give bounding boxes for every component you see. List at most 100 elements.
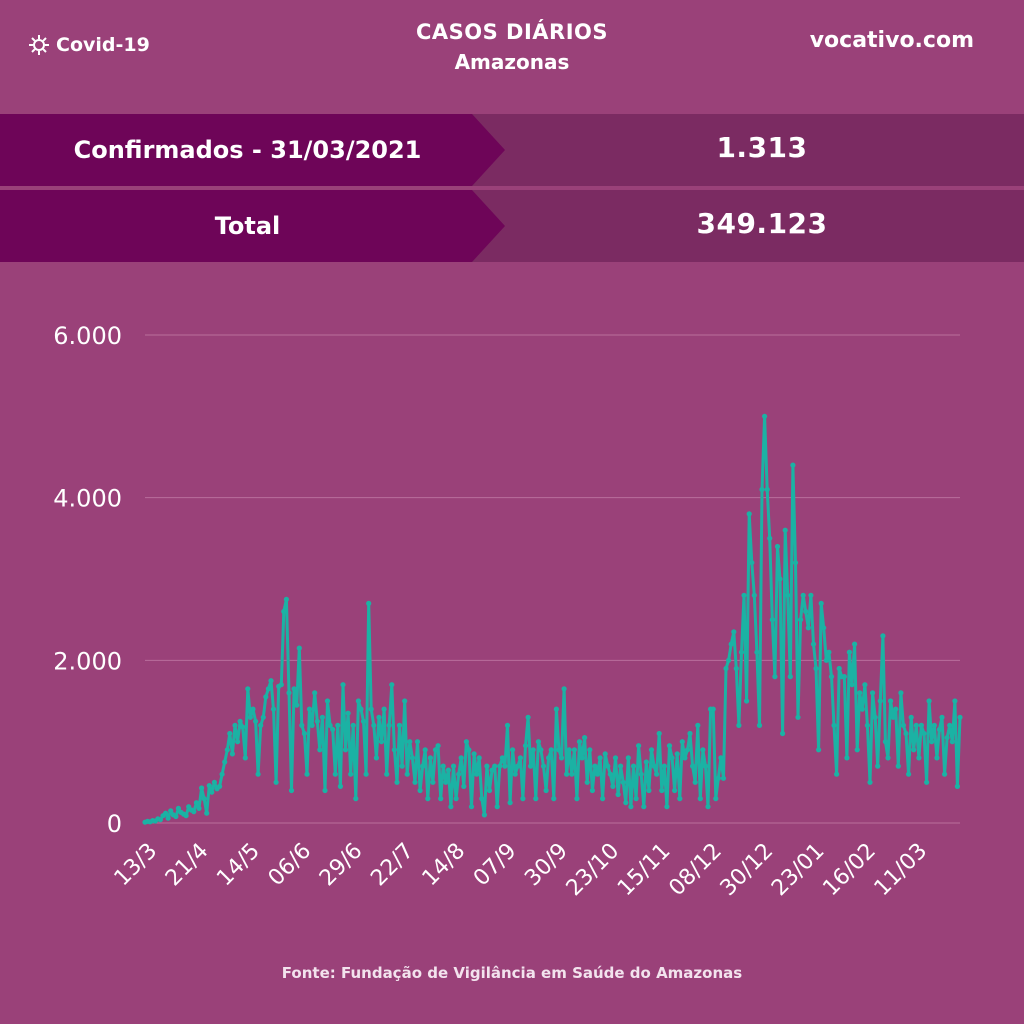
data-point bbox=[571, 747, 578, 753]
data-point bbox=[242, 755, 248, 761]
data-point bbox=[885, 755, 891, 761]
data-point bbox=[952, 698, 958, 704]
data-point bbox=[206, 783, 212, 789]
data-point bbox=[301, 730, 307, 737]
data-point bbox=[684, 747, 691, 753]
data-point bbox=[767, 535, 773, 541]
data-point bbox=[366, 600, 372, 606]
confirmed-label: Confirmados - 31/03/2021 bbox=[73, 136, 422, 164]
data-point bbox=[630, 763, 637, 769]
data-point bbox=[391, 747, 397, 753]
data-point bbox=[263, 694, 269, 700]
data-point bbox=[229, 751, 235, 757]
data-point bbox=[353, 796, 359, 802]
data-point bbox=[744, 698, 750, 704]
data-point bbox=[602, 751, 608, 757]
x-tick-label: 29/6 bbox=[315, 839, 368, 892]
data-point bbox=[535, 739, 542, 745]
data-point bbox=[651, 763, 657, 769]
data-point bbox=[939, 714, 945, 720]
data-point bbox=[335, 722, 341, 728]
data-point bbox=[726, 657, 732, 663]
data-point bbox=[903, 730, 909, 737]
data-point bbox=[322, 787, 328, 794]
data-point bbox=[828, 674, 835, 680]
data-point bbox=[217, 783, 223, 789]
data-point bbox=[656, 730, 662, 737]
data-point bbox=[525, 714, 531, 720]
data-point bbox=[846, 649, 853, 655]
data-point bbox=[466, 747, 472, 753]
data-point bbox=[291, 686, 297, 692]
data-point bbox=[342, 747, 349, 753]
data-point bbox=[199, 785, 205, 791]
data-point bbox=[448, 804, 454, 810]
data-point bbox=[795, 714, 801, 720]
data-point bbox=[222, 759, 228, 765]
data-point bbox=[607, 771, 613, 777]
data-point bbox=[355, 698, 361, 704]
data-point bbox=[659, 787, 665, 794]
data-point bbox=[934, 755, 940, 761]
data-point bbox=[432, 747, 439, 753]
data-point bbox=[895, 763, 901, 769]
data-point bbox=[798, 617, 804, 623]
data-point bbox=[476, 755, 482, 761]
data-point bbox=[296, 645, 302, 651]
data-point bbox=[260, 714, 266, 720]
data-point bbox=[589, 787, 596, 794]
data-point bbox=[255, 771, 261, 777]
data-point bbox=[345, 710, 351, 716]
data-point bbox=[299, 722, 305, 728]
data-point bbox=[507, 800, 513, 806]
data-point bbox=[736, 722, 742, 728]
data-point bbox=[497, 763, 503, 769]
data-point bbox=[348, 771, 354, 777]
total-row: 349.123 Total bbox=[0, 190, 1024, 262]
data-point bbox=[731, 629, 737, 635]
data-point bbox=[612, 755, 619, 761]
data-point bbox=[713, 796, 719, 802]
data-point bbox=[579, 755, 585, 761]
data-point bbox=[430, 779, 436, 785]
data-point bbox=[957, 714, 963, 720]
data-point bbox=[697, 796, 703, 802]
data-point bbox=[168, 808, 174, 814]
x-tick-label: 11/03 bbox=[870, 839, 933, 902]
data-point bbox=[870, 690, 876, 696]
data-point bbox=[240, 724, 246, 730]
y-tick-label: 2.000 bbox=[53, 647, 122, 675]
x-tick-label: 07/9 bbox=[469, 839, 522, 892]
data-point bbox=[450, 763, 457, 769]
data-point bbox=[224, 747, 230, 753]
data-point bbox=[332, 771, 338, 777]
data-point bbox=[669, 755, 675, 761]
data-point bbox=[936, 726, 943, 733]
data-point bbox=[378, 739, 385, 745]
confirmed-value-box: 1.313 bbox=[470, 114, 1024, 186]
data-point bbox=[834, 771, 840, 777]
data-point bbox=[682, 755, 688, 761]
data-point bbox=[319, 714, 325, 720]
data-point bbox=[664, 804, 670, 810]
data-point bbox=[597, 755, 603, 761]
data-point bbox=[913, 722, 919, 728]
data-point bbox=[772, 674, 778, 680]
x-tick-label: 16/02 bbox=[818, 839, 881, 902]
data-point bbox=[407, 739, 413, 745]
chart-title-block: CASOS DIÁRIOS Amazonas bbox=[312, 20, 712, 74]
data-point bbox=[862, 682, 868, 688]
data-point bbox=[286, 690, 292, 696]
data-point bbox=[823, 657, 829, 663]
data-point bbox=[553, 706, 560, 712]
data-point bbox=[908, 714, 914, 720]
data-point bbox=[790, 462, 796, 468]
data-point bbox=[281, 608, 287, 615]
data-point bbox=[877, 698, 883, 704]
data-point bbox=[705, 804, 711, 810]
data-point bbox=[486, 787, 493, 794]
data-point bbox=[404, 771, 410, 777]
data-point bbox=[836, 665, 842, 672]
data-point bbox=[615, 791, 621, 798]
data-point bbox=[237, 718, 243, 724]
